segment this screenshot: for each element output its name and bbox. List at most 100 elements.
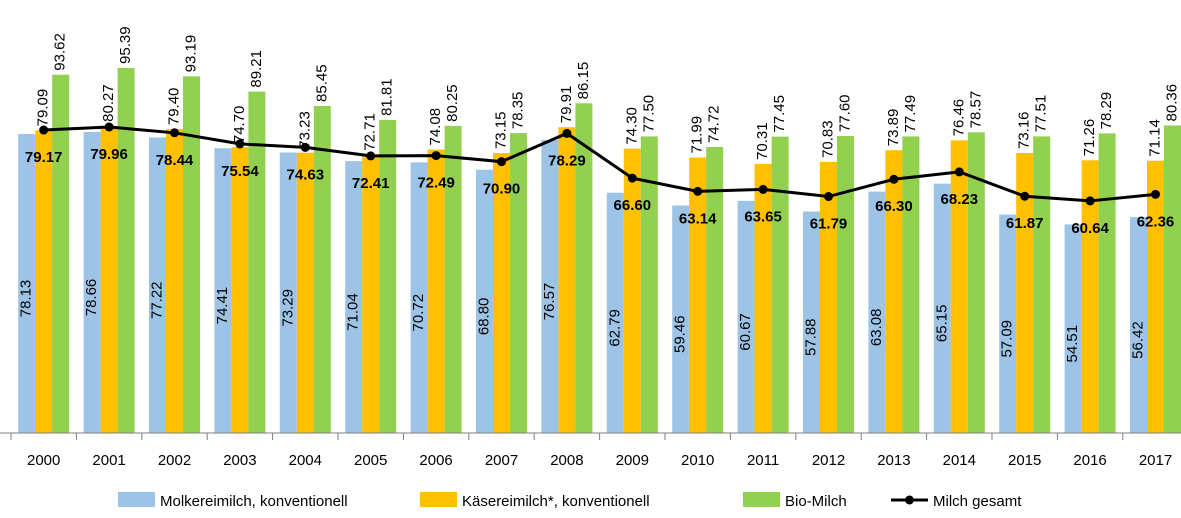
- data-label: 76.57: [541, 283, 558, 321]
- data-label: 77.22: [148, 281, 165, 319]
- bar: [754, 163, 772, 433]
- data-label: 72.49: [417, 175, 455, 192]
- x-tick-label: 2016: [1073, 452, 1106, 469]
- bar: [541, 139, 559, 433]
- line-marker: [627, 173, 637, 183]
- line-marker: [562, 128, 572, 138]
- bar: [427, 149, 445, 433]
- data-label: 79.96: [90, 146, 128, 163]
- data-label: 72.71: [362, 113, 379, 151]
- line-marker: [693, 186, 703, 196]
- bar: [1130, 217, 1147, 433]
- bar: [166, 129, 183, 433]
- data-label: 79.40: [165, 88, 182, 126]
- data-label: 93.62: [52, 33, 69, 71]
- bar: [52, 74, 70, 434]
- legend-swatch: [905, 495, 914, 505]
- data-label: 59.46: [672, 315, 689, 353]
- bar: [868, 191, 886, 433]
- data-label: 80.27: [100, 84, 117, 122]
- bar: [444, 125, 462, 434]
- line-marker: [170, 128, 179, 138]
- x-tick-label: 2001: [92, 452, 125, 469]
- x-tick-label: 2002: [158, 452, 191, 469]
- line-marker: [758, 184, 768, 194]
- data-label: 66.60: [614, 197, 652, 214]
- data-label: 85.45: [313, 64, 330, 102]
- line-marker: [1020, 191, 1030, 201]
- data-label: 80.36: [1163, 84, 1180, 122]
- data-label: 70.90: [483, 181, 521, 198]
- bar: [1164, 125, 1181, 433]
- data-label: 63.65: [744, 208, 782, 225]
- line-marker: [824, 192, 833, 202]
- bar: [476, 169, 493, 433]
- data-label: 77.51: [1033, 95, 1050, 133]
- data-label: 70.31: [754, 122, 771, 160]
- data-label: 61.79: [810, 215, 848, 232]
- line-marker: [954, 167, 964, 177]
- data-label: 78.57: [967, 91, 984, 129]
- data-label: 71.04: [345, 293, 362, 331]
- data-label: 68.23: [941, 191, 979, 208]
- x-tick-label: 2013: [877, 452, 910, 469]
- data-label: 73.89: [885, 109, 902, 147]
- bar: [313, 105, 331, 433]
- data-label: 93.19: [182, 35, 199, 73]
- data-label: 73.29: [279, 289, 296, 327]
- bar: [820, 161, 837, 433]
- x-tick-label: 2004: [289, 452, 322, 469]
- data-label: 79.17: [25, 149, 63, 166]
- bar: [999, 214, 1017, 433]
- bar: [362, 154, 380, 433]
- x-tick-label: 2007: [485, 452, 518, 469]
- data-label: 76.46: [950, 99, 967, 137]
- legend-swatch: [743, 492, 780, 507]
- bar: [231, 147, 249, 433]
- bar: [1016, 153, 1034, 434]
- data-label: 63.08: [868, 309, 885, 347]
- data-label: 73.23: [296, 111, 313, 149]
- data-label: 70.72: [410, 294, 427, 332]
- bar: [100, 125, 118, 434]
- bar: [672, 205, 690, 433]
- x-tick-label: 2000: [27, 452, 60, 469]
- bar: [1081, 160, 1099, 434]
- bar: [706, 147, 724, 433]
- bar: [558, 127, 576, 433]
- data-label: 78.44: [156, 152, 194, 169]
- bar: [18, 133, 36, 433]
- bar: [296, 152, 314, 434]
- x-tick-label: 2017: [1139, 452, 1172, 469]
- data-label: 63.14: [679, 210, 717, 227]
- data-label: 77.49: [902, 95, 919, 133]
- data-label: 56.42: [1129, 321, 1146, 359]
- data-label: 78.29: [548, 152, 586, 169]
- data-label: 62.36: [1137, 213, 1175, 230]
- bar: [575, 103, 593, 433]
- x-tick-label: 2005: [354, 452, 387, 469]
- data-label: 74.30: [623, 107, 640, 145]
- bar: [345, 161, 363, 433]
- data-label: 77.45: [771, 95, 788, 133]
- data-label: 95.39: [117, 26, 134, 64]
- bar: [379, 119, 397, 433]
- bar: [214, 148, 232, 434]
- data-label: 54.51: [1064, 325, 1081, 363]
- bar: [493, 153, 510, 434]
- legend-label: Milch gesamt: [933, 493, 1022, 510]
- data-label: 72.41: [352, 175, 390, 192]
- bar: [1098, 133, 1116, 434]
- bar: [689, 157, 707, 433]
- data-label: 75.54: [221, 163, 259, 180]
- data-label: 74.08: [427, 108, 444, 146]
- bar: [837, 136, 854, 434]
- x-tick-label: 2012: [812, 452, 845, 469]
- data-label: 74.41: [214, 287, 231, 325]
- data-label: 71.14: [1146, 119, 1163, 157]
- bar: [510, 133, 527, 434]
- data-label: 68.80: [475, 298, 492, 336]
- bar: [771, 136, 789, 433]
- data-label: 79.91: [558, 86, 575, 124]
- data-label: 70.83: [819, 120, 836, 158]
